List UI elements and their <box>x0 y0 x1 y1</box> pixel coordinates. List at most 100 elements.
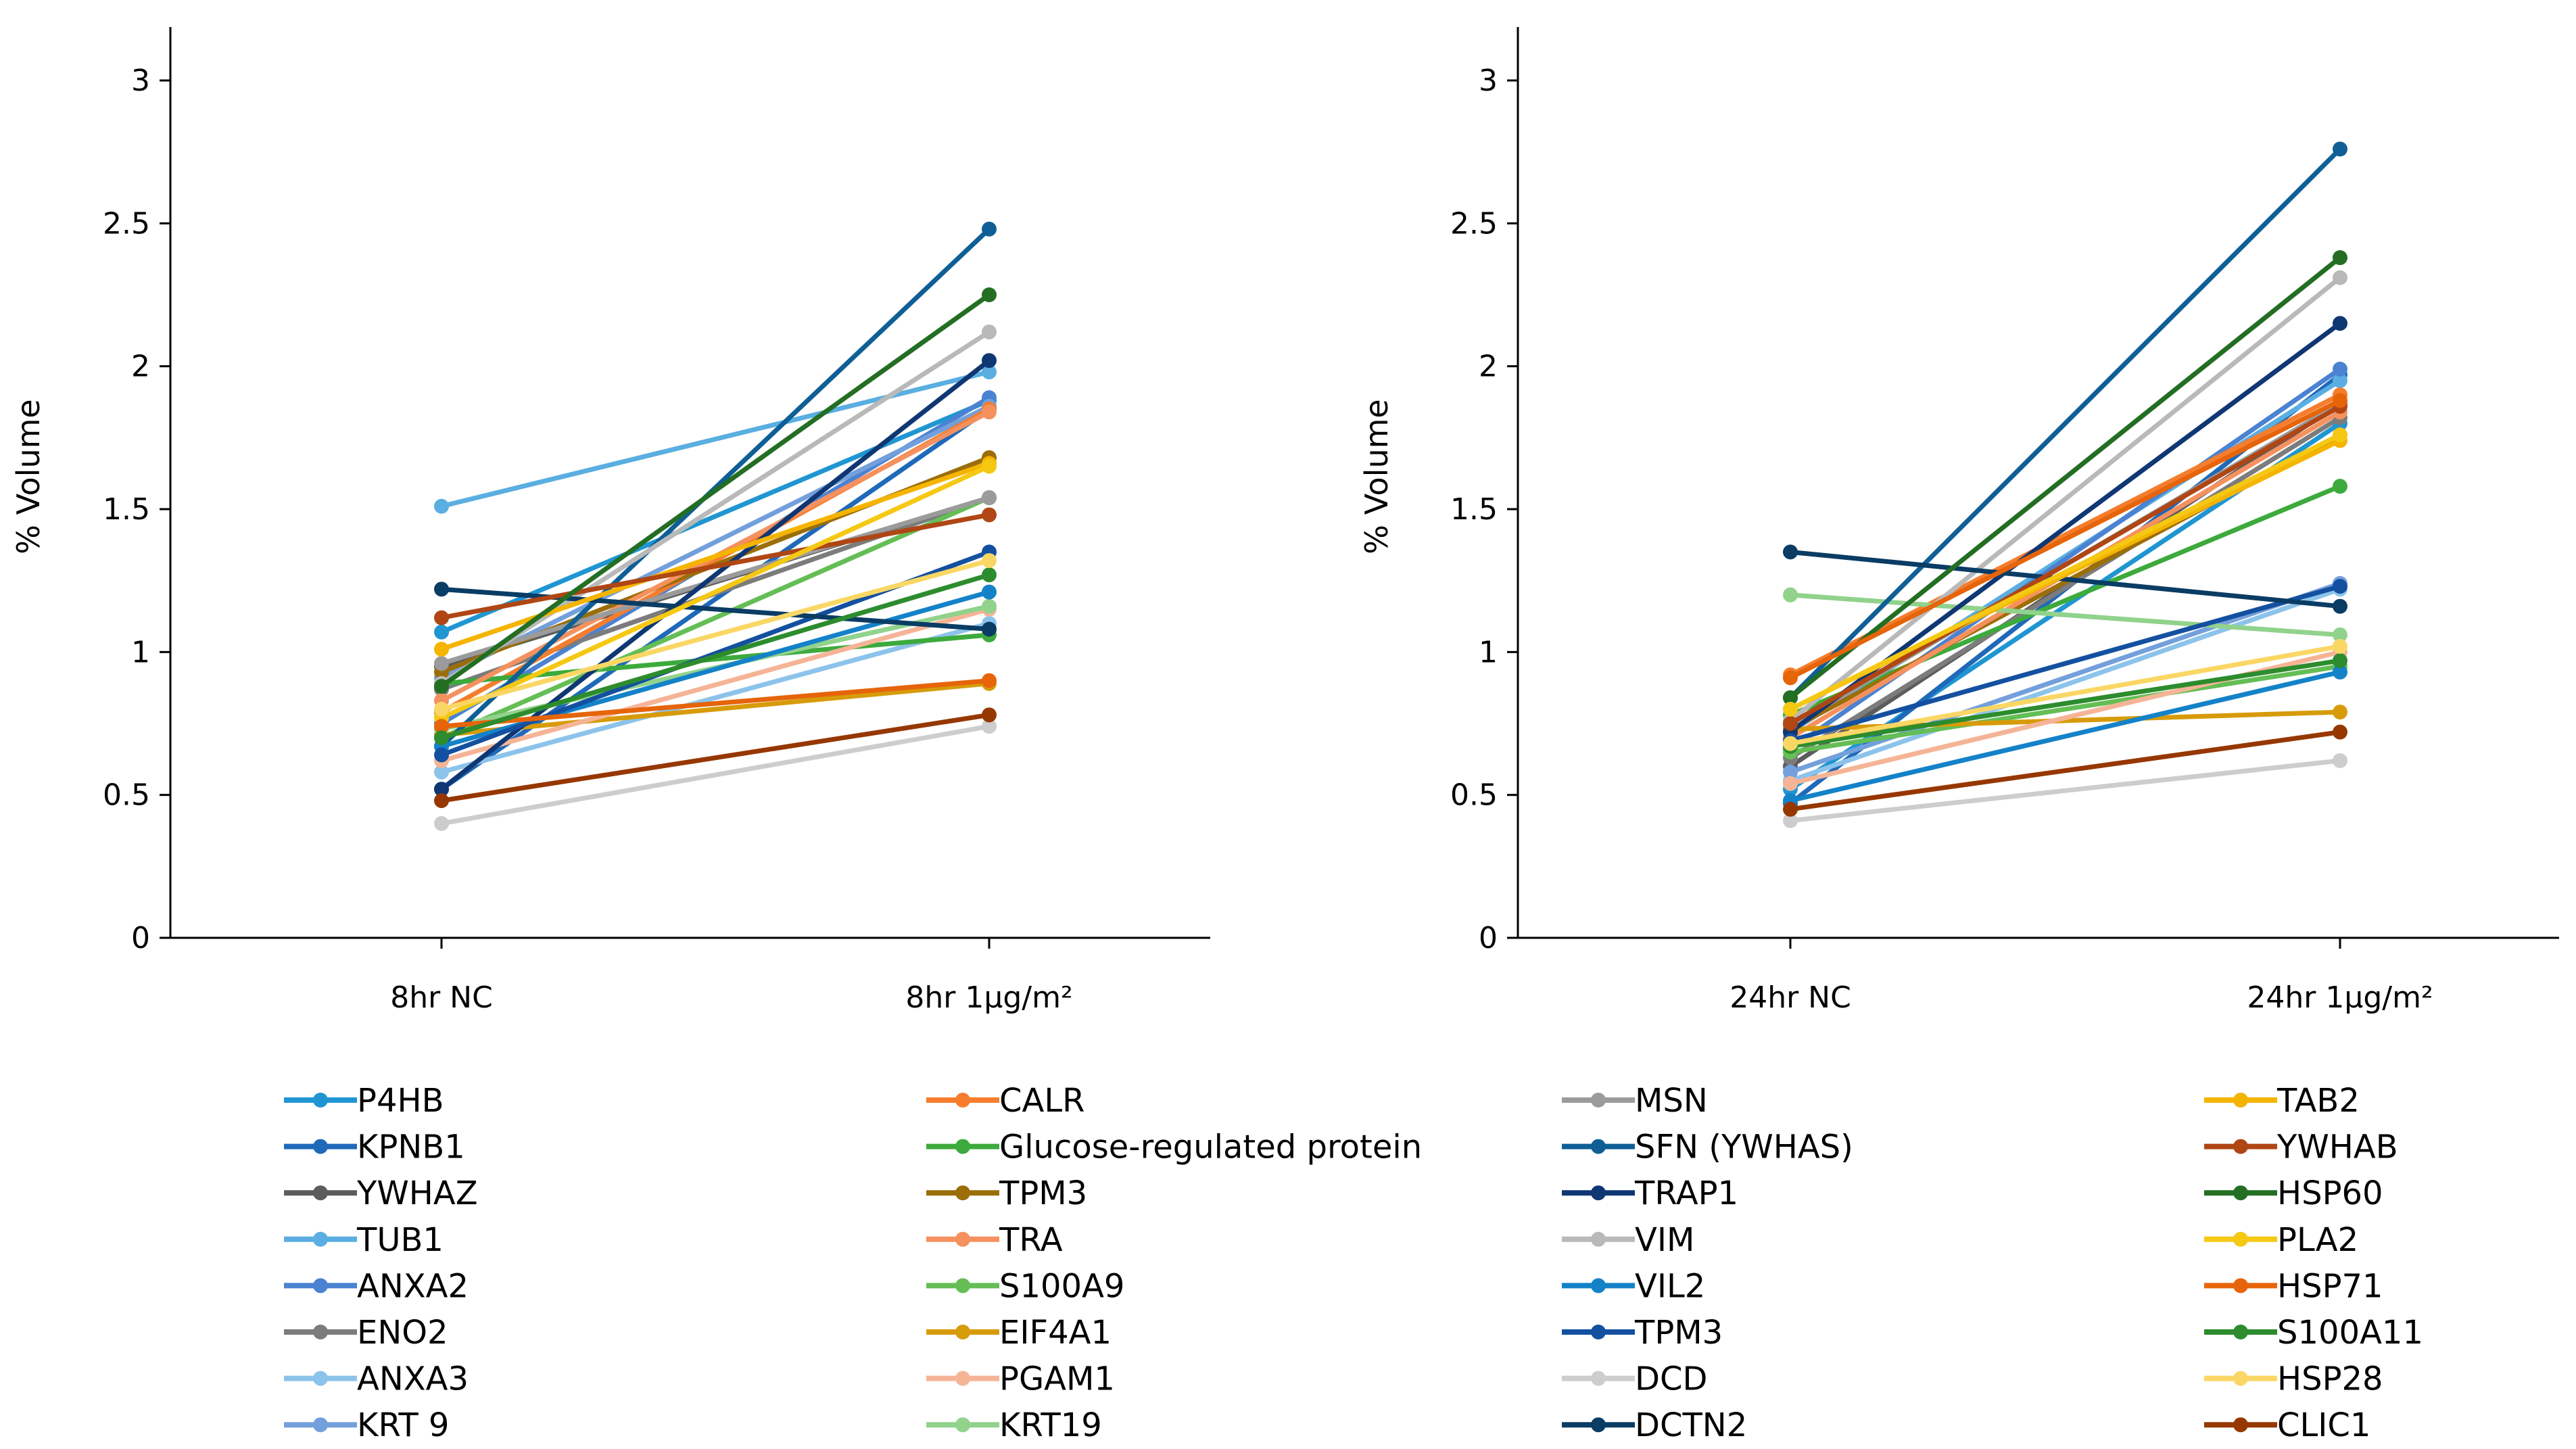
data-point <box>1783 544 1798 560</box>
data-point <box>434 764 449 780</box>
legend-item: TAB2 <box>2204 1082 2360 1120</box>
legend-swatch-marker <box>2233 1325 2248 1339</box>
data-point <box>434 642 449 657</box>
legend-swatch-marker <box>955 1185 970 1201</box>
legend-swatch-marker <box>313 1093 328 1108</box>
legend-item: Glucose-regulated protein <box>926 1129 1422 1166</box>
y-tick-label: 2 <box>131 350 150 384</box>
chart-8hr-y-axis-title: % Volume <box>10 399 47 554</box>
series-line <box>434 673 997 734</box>
chart-24hr-y-ticks: 0 0.5 1 1.5 2 2.5 3 <box>1450 64 1518 955</box>
legend-item: S100A9 <box>926 1267 1124 1305</box>
series-line <box>434 553 997 717</box>
legend-label: PLA2 <box>2277 1221 2358 1259</box>
series-line <box>434 490 997 671</box>
x-tick-label: 8hr 1µg/m² <box>905 980 1072 1015</box>
legend-label: TPM3 <box>999 1174 1087 1212</box>
y-tick-label: 1.5 <box>1450 492 1498 527</box>
data-point <box>982 598 997 614</box>
series-segment <box>1788 432 2343 712</box>
chart-8hr: 0 0.5 1 1.5 2 2.5 3 8hr NC 8hr 1µg/m² % Volume <box>10 27 1210 1015</box>
legend-label: TPM3 <box>1634 1314 1723 1352</box>
data-point <box>982 673 997 688</box>
legend-swatch-marker <box>2233 1231 2248 1247</box>
data-point <box>434 747 449 763</box>
series-line <box>434 287 997 694</box>
series-segment <box>1788 255 2343 700</box>
chart-8hr-y-ticks: 0 0.5 1 1.5 2 2.5 3 <box>103 64 170 955</box>
data-point <box>434 498 449 514</box>
data-point <box>1783 813 1798 828</box>
legend-item: PLA2 <box>2204 1221 2358 1259</box>
legend-swatch-marker <box>955 1278 970 1293</box>
data-point <box>982 707 997 723</box>
series-segment <box>1788 592 2343 638</box>
legend-label: EIF4A1 <box>999 1314 1112 1352</box>
data-point <box>1783 776 1798 791</box>
series-segment <box>1788 758 2343 824</box>
data-point <box>2333 579 2347 594</box>
series-line <box>1783 393 2347 686</box>
data-point <box>2333 316 2347 331</box>
legend-label: SFN (YWHAS) <box>1635 1129 1853 1166</box>
y-tick-label: 0 <box>1479 921 1498 955</box>
series-segment <box>439 607 992 763</box>
legend-swatch-marker <box>955 1417 970 1433</box>
data-point <box>982 353 997 369</box>
chart-24hr-lines <box>1783 141 2347 828</box>
chart-8hr-x-ticks: 8hr NC 8hr 1µg/m² <box>390 938 1073 1015</box>
data-point <box>1783 701 1798 717</box>
legend-item: ANXA2 <box>284 1267 469 1305</box>
legend-swatch-marker <box>2233 1093 2248 1108</box>
data-point <box>2333 653 2347 669</box>
legend-label: KRT 9 <box>357 1406 449 1444</box>
y-tick-label: 3 <box>1479 64 1498 98</box>
chart-8hr-lines <box>434 221 997 831</box>
y-tick-label: 0 <box>131 921 150 955</box>
legend-swatch-marker <box>313 1371 328 1386</box>
series-segment <box>439 495 992 666</box>
legend-swatch-marker <box>1591 1325 1606 1339</box>
series-line <box>1783 398 2347 731</box>
legend-label: MSN <box>1635 1082 1708 1120</box>
legend-item: KPNB1 <box>284 1129 465 1166</box>
data-point <box>434 815 449 831</box>
legend-item: TPM3 <box>926 1174 1087 1212</box>
data-point <box>434 679 449 694</box>
series-segment <box>439 329 992 686</box>
legend-label: S100A9 <box>999 1267 1124 1305</box>
legend-label: TAB2 <box>2276 1082 2360 1120</box>
legend-item: VIL2 <box>1562 1267 1705 1305</box>
legend-item: TPM3 <box>1562 1314 1723 1352</box>
series-segment <box>439 495 992 740</box>
series-line <box>1783 638 2347 751</box>
series-line <box>434 567 997 746</box>
legend-item: KRT 9 <box>284 1406 449 1444</box>
legend-label: KRT19 <box>999 1406 1102 1444</box>
legend-swatch-marker <box>313 1325 328 1339</box>
legend-swatch-marker <box>2233 1278 2248 1293</box>
legend-label: YWHAB <box>2276 1129 2398 1166</box>
legend-swatch-marker <box>1591 1417 1606 1433</box>
legend-swatch-marker <box>955 1325 970 1339</box>
series-segment <box>1788 392 2343 678</box>
data-point <box>434 719 449 734</box>
series-segment <box>439 404 992 680</box>
data-point <box>2333 250 2347 266</box>
chart-24hr-x-ticks: 24hr NC 24hr 1µg/m² <box>1730 938 2433 1015</box>
data-point <box>434 701 449 717</box>
legend-label: HSP28 <box>2277 1360 2383 1398</box>
series-line <box>1783 664 2347 809</box>
series-segment <box>1788 584 2343 743</box>
legend-label: VIM <box>1635 1221 1694 1259</box>
legend-swatch-marker <box>955 1093 970 1108</box>
data-point <box>2333 427 2347 443</box>
data-point <box>2333 664 2347 680</box>
legend-swatch-marker <box>2233 1185 2248 1201</box>
legend-label: VIL2 <box>1635 1267 1705 1305</box>
legend-label: DCTN2 <box>1635 1406 1747 1444</box>
data-point <box>434 624 449 640</box>
legend-item: EIF4A1 <box>926 1314 1112 1352</box>
data-point <box>982 719 997 734</box>
legend-label: Glucose-regulated protein <box>999 1129 1422 1166</box>
